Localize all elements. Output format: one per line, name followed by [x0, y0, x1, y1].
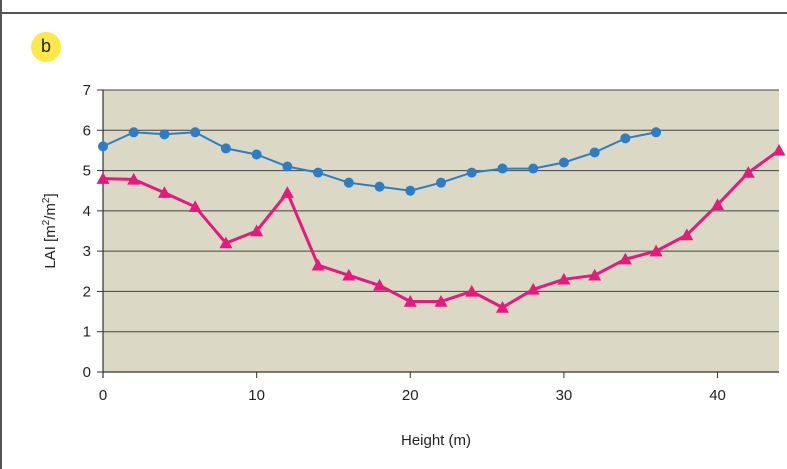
data-point-circle [313, 167, 324, 178]
data-point-circle [251, 149, 262, 160]
x-axis-title: Height (m) [401, 432, 471, 449]
data-point-triangle [741, 166, 755, 178]
panel-label-badge: b [31, 32, 61, 62]
data-point-circle [374, 181, 385, 192]
data-point-circle [220, 143, 231, 154]
y-tick-label: 0 [83, 364, 91, 381]
y-axis-title: LAI [m2/m2] [41, 193, 59, 268]
y-tick-label: 5 [83, 163, 91, 180]
data-point-circle [159, 129, 170, 140]
y-tick-label: 7 [83, 82, 91, 99]
data-point-triangle [588, 268, 602, 281]
data-point-circle [620, 133, 631, 144]
x-tick-label: 30 [556, 387, 573, 404]
data-point-triangle [680, 228, 694, 241]
data-point-triangle [711, 198, 725, 211]
left-border [0, 0, 2, 469]
y-tick-label: 3 [83, 243, 91, 260]
data-point-circle [282, 161, 293, 172]
plot-area [103, 90, 779, 372]
data-point-triangle [403, 295, 417, 307]
data-point-triangle [219, 236, 233, 249]
x-tick-label: 40 [709, 387, 726, 404]
data-point-triangle [342, 268, 356, 281]
data-point-triangle [434, 295, 448, 307]
x-tick-label: 10 [248, 387, 265, 404]
y-tick-label: 6 [83, 122, 91, 139]
data-point-triangle [526, 282, 540, 295]
data-point-circle [651, 127, 662, 138]
data-point-circle [466, 167, 477, 178]
y-axis-title-base: LAI [m [42, 225, 59, 268]
data-point-triangle [649, 244, 663, 257]
y-axis-title-end: ] [42, 193, 59, 197]
data-point-triangle [557, 272, 571, 285]
data-point-circle [128, 127, 139, 138]
data-point-circle [558, 157, 569, 168]
data-point-triangle [311, 258, 325, 271]
data-point-circle [98, 141, 108, 152]
series-layer [96, 127, 786, 313]
y-tick-label: 4 [83, 203, 91, 220]
data-point-triangle [373, 278, 387, 291]
data-point-triangle [96, 172, 110, 184]
y-axis-title-sup1: 2 [41, 219, 52, 225]
data-point-triangle [465, 284, 479, 297]
y-tick-label: 1 [83, 324, 91, 341]
top-border [0, 0, 787, 14]
x-tick-label: 20 [402, 387, 419, 404]
y-tick-label: 2 [83, 283, 91, 300]
data-point-triangle [618, 252, 632, 265]
data-point-triangle [250, 224, 264, 237]
x-tick-label: 0 [99, 387, 107, 404]
data-point-triangle [280, 186, 294, 198]
data-point-circle [343, 177, 354, 188]
grid-layer [103, 89, 779, 333]
data-point-circle [497, 163, 508, 174]
axis-layer: 0 1 2 3 4 5 6 7 0 10 20 30 40 [83, 82, 779, 404]
data-point-circle [190, 127, 201, 138]
data-point-circle [436, 177, 446, 188]
data-point-triangle [188, 200, 202, 213]
data-point-circle [405, 185, 416, 196]
y-axis-title-mid: /m [42, 203, 59, 220]
data-point-triangle [495, 301, 509, 313]
data-point-triangle [127, 172, 141, 185]
data-point-triangle [157, 186, 171, 198]
data-point-circle [528, 163, 539, 174]
y-axis-title-sup2: 2 [41, 197, 52, 203]
data-point-triangle [772, 143, 786, 156]
data-point-circle [589, 147, 600, 158]
